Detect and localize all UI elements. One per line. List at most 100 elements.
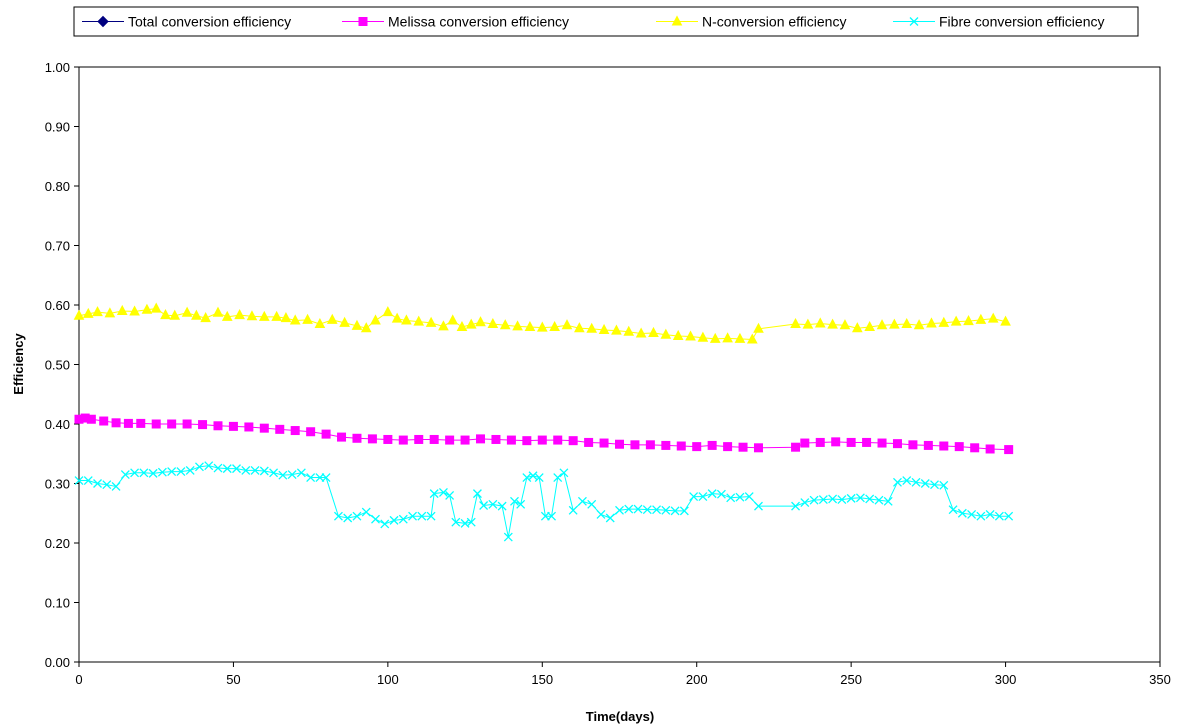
data-point — [429, 434, 439, 444]
data-point — [99, 416, 109, 426]
data-point — [633, 504, 643, 514]
data-point — [864, 320, 876, 332]
data-point — [574, 322, 585, 333]
data-point — [568, 505, 578, 515]
data-point — [116, 304, 128, 315]
data-point — [414, 434, 424, 444]
data-point — [800, 438, 810, 448]
data-point — [506, 435, 516, 445]
data-point — [722, 332, 733, 343]
data-point — [814, 317, 826, 328]
y-tick-label: 0.50 — [45, 358, 70, 373]
legend-item: N-conversion efficiency — [656, 14, 846, 30]
data-point — [182, 419, 192, 429]
data-point — [661, 440, 671, 450]
data-point — [790, 317, 801, 329]
data-point — [994, 511, 1004, 521]
data-point — [383, 434, 393, 444]
data-point — [259, 466, 269, 476]
data-point — [815, 437, 825, 447]
data-point — [326, 313, 338, 324]
data-point — [259, 423, 269, 433]
data-point — [975, 313, 987, 324]
legend-label: Fibre conversion efficiency — [939, 14, 1104, 30]
data-point — [587, 499, 597, 509]
data-point — [408, 511, 418, 521]
data-point — [278, 470, 288, 480]
data-point — [287, 470, 297, 480]
data-point — [522, 473, 532, 483]
data-point — [516, 499, 526, 509]
data-point — [561, 319, 573, 330]
data-point — [83, 476, 93, 485]
y-tick-label: 0.90 — [45, 120, 70, 135]
data-point — [670, 506, 680, 516]
data-point — [837, 495, 847, 505]
data-point — [438, 487, 448, 497]
data-point — [645, 440, 655, 450]
data-point — [391, 312, 403, 323]
data-point — [503, 532, 513, 542]
data-point — [466, 517, 476, 527]
data-point — [426, 511, 436, 521]
data-point — [445, 490, 455, 500]
data-point — [488, 499, 498, 509]
data-point — [451, 517, 461, 527]
data-point — [635, 327, 647, 338]
data-point — [846, 437, 856, 447]
data-point — [244, 422, 254, 432]
data-point — [475, 316, 486, 327]
data-point — [970, 443, 980, 453]
data-point — [568, 436, 578, 446]
series-melissa-conversion-efficiency — [74, 413, 1014, 455]
data-point — [1000, 315, 1011, 326]
data-point — [123, 418, 133, 428]
data-point — [908, 440, 918, 450]
data-point — [417, 511, 427, 521]
data-point — [104, 307, 116, 318]
data-point — [623, 325, 635, 336]
data-point — [586, 322, 598, 333]
data-point — [744, 492, 754, 502]
data-point — [232, 464, 241, 474]
data-point — [360, 322, 372, 333]
data-point — [213, 463, 223, 473]
data-point — [707, 489, 717, 499]
data-point — [129, 305, 140, 316]
data-point — [985, 444, 995, 454]
data-point — [136, 418, 146, 428]
data-point — [893, 477, 902, 487]
data-point — [314, 317, 326, 329]
data-point — [753, 443, 763, 453]
data-point — [930, 480, 939, 490]
data-point — [923, 440, 933, 450]
data-point — [642, 505, 652, 515]
data-point — [528, 471, 538, 481]
data-point — [510, 496, 519, 506]
data-point — [351, 319, 363, 330]
data-point — [250, 465, 260, 475]
data-point — [86, 414, 96, 424]
x-tick-label: 250 — [840, 672, 862, 687]
data-point — [120, 470, 130, 480]
data-point — [889, 318, 900, 329]
data-point — [685, 330, 696, 341]
data-point — [258, 310, 270, 321]
data-point — [559, 468, 569, 478]
y-tick-label: 0.00 — [45, 655, 70, 670]
y-tick-label: 0.30 — [45, 477, 70, 492]
data-point — [130, 468, 140, 478]
data-point — [661, 505, 671, 515]
data-point — [672, 329, 684, 340]
x-axis: 0 50 100 150 200 250 300 350 — [75, 662, 1171, 687]
data-point — [185, 465, 195, 475]
data-point — [398, 514, 408, 524]
data-point — [234, 309, 245, 320]
data-point — [818, 495, 828, 505]
y-axis: 0.00 0.10 0.20 0.30 0.40 0.50 0.60 0.70 0.80 0.90… — [45, 60, 79, 670]
data-point — [465, 318, 477, 329]
data-point — [74, 476, 84, 485]
data-point — [926, 317, 937, 328]
data-point — [624, 504, 634, 514]
